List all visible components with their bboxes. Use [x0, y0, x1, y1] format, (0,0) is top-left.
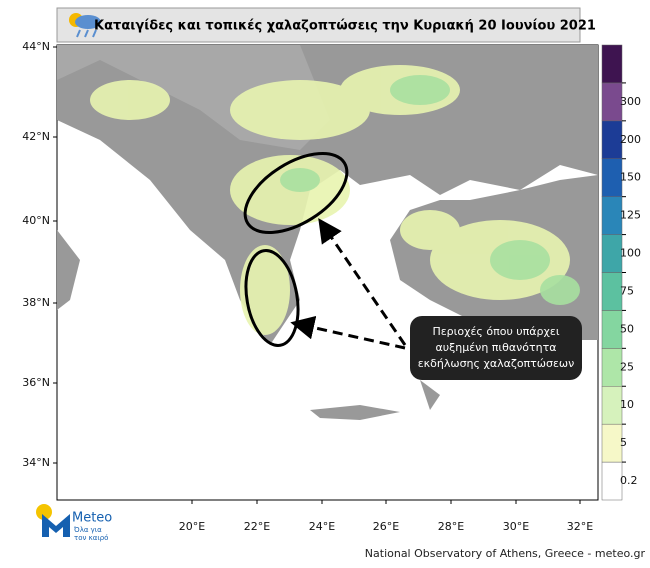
- colorbar-segment: [601, 272, 623, 311]
- lat-tick-label: 38°N: [22, 296, 50, 309]
- colorbar-segment: [601, 461, 623, 501]
- colorbar-segment: [601, 310, 623, 349]
- colorbar-segment: [601, 120, 623, 160]
- colorbar-label: 50: [620, 322, 634, 335]
- colorbar-label: 25: [620, 360, 634, 373]
- lat-tick-label: 40°N: [22, 214, 50, 227]
- lon-tick-label: 28°E: [438, 520, 464, 533]
- logo: Meteo Όλα για τον καιρό: [36, 504, 112, 542]
- colorbar-label: 300: [620, 95, 641, 108]
- colorbar-label: 100: [620, 247, 641, 260]
- weather-icon: [69, 13, 101, 38]
- annotation-box: [410, 316, 582, 380]
- colorbar-label: 150: [620, 171, 641, 184]
- footer: National Observatory of Athens, Greece -…: [365, 547, 646, 560]
- colorbar: 0.2 5 10 25 50 75 100 125 150 200 300: [601, 44, 641, 501]
- annotation-line: αυξημένη πιθανότητα: [436, 341, 557, 354]
- colorbar-label: 10: [620, 398, 634, 411]
- colorbar-segment: [601, 386, 623, 425]
- lon-tick-label: 26°E: [373, 520, 399, 533]
- annotation-shapes: [243, 152, 407, 350]
- colorbar-segment: [601, 44, 623, 84]
- annotation-text: Περιοχές όπου υπάρχει αυξημένη πιθανότητα…: [418, 325, 575, 370]
- logo-name: Meteo: [72, 511, 112, 526]
- title-bar: [56, 7, 581, 43]
- logo-tagline: Όλα για: [73, 526, 102, 534]
- colorbar-label: 0.2: [620, 474, 638, 487]
- colorbar-segment: [601, 234, 623, 273]
- colorbar-segment: [601, 348, 623, 387]
- lat-tick-label: 44°N: [22, 40, 50, 53]
- axes: 44°N 42°N 40°N 38°N 36°N 34°N 20°E 22°E 24°E 26°E…: [22, 40, 593, 533]
- annotation-line: εκδήλωσης χαλαζοπτώσεων: [418, 357, 575, 370]
- lon-tick-label: 32°E: [567, 520, 593, 533]
- colorbar-segment: [601, 423, 623, 463]
- logo-tagline: τον καιρό: [74, 534, 108, 542]
- lat-tick-label: 42°N: [22, 130, 50, 143]
- colorbar-label: 200: [620, 133, 641, 146]
- colorbar-label: 5: [620, 436, 627, 449]
- lat-tick-label: 36°N: [22, 376, 50, 389]
- colorbar-segment: [601, 196, 623, 235]
- lon-tick-label: 20°E: [179, 520, 205, 533]
- title: Καταιγίδες και τοπικές χαλαζοπτώσεις την…: [94, 19, 596, 34]
- annotation-line: Περιοχές όπου υπάρχει: [432, 325, 559, 338]
- colorbar-segment: [601, 82, 623, 122]
- lat-tick-label: 34°N: [22, 456, 50, 469]
- lon-tick-label: 30°E: [503, 520, 529, 533]
- colorbar-segment: [601, 158, 623, 197]
- colorbar-label: 75: [620, 284, 634, 297]
- colorbar-label: 125: [620, 209, 641, 222]
- lon-tick-label: 24°E: [309, 520, 335, 533]
- lon-tick-label: 22°E: [244, 520, 270, 533]
- map: [56, 44, 599, 501]
